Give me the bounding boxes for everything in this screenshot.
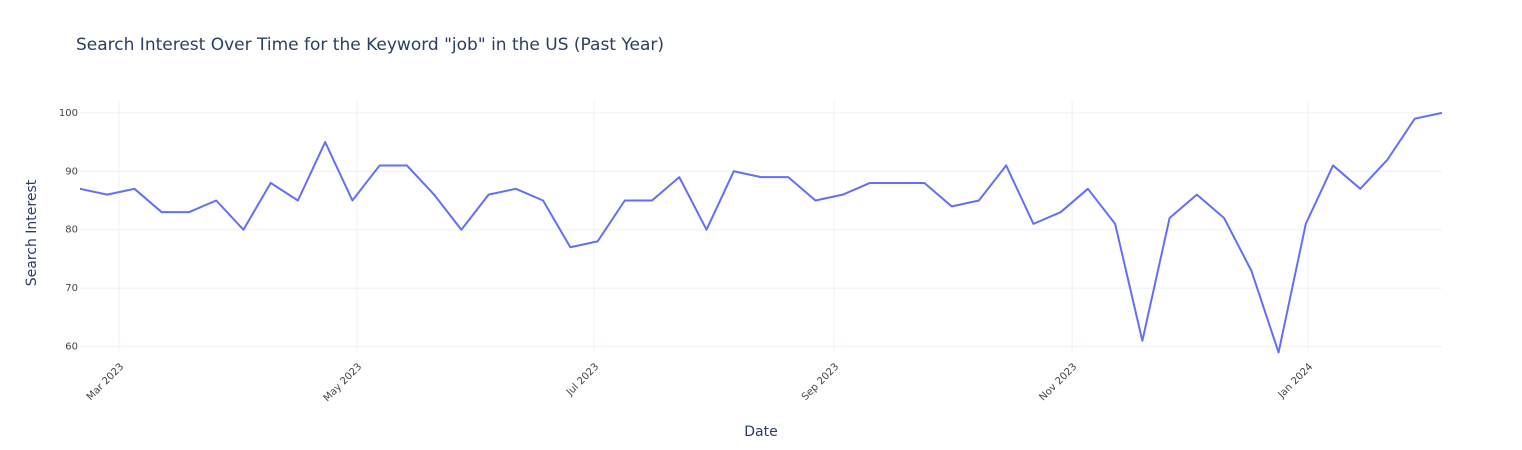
y-tick-label: 60 bbox=[65, 342, 78, 353]
x-axis-title: Date bbox=[744, 424, 777, 440]
x-tick-label: Jan 2024 bbox=[1276, 361, 1316, 401]
x-tick-label: Nov 2023 bbox=[1037, 361, 1079, 403]
x-tick-label: May 2023 bbox=[322, 361, 365, 404]
chart-title: Search Interest Over Time for the Keywor… bbox=[76, 35, 664, 55]
x-tick-label: Mar 2023 bbox=[85, 361, 126, 402]
y-tick-label: 90 bbox=[65, 166, 78, 177]
x-tick-label: Jul 2023 bbox=[564, 361, 601, 398]
y-tick-label: 100 bbox=[59, 108, 78, 119]
y-tick-label: 80 bbox=[65, 225, 78, 236]
y-tick-label: 70 bbox=[65, 283, 78, 294]
y-axis-title: Search Interest bbox=[24, 179, 40, 286]
line-series bbox=[79, 111, 1443, 354]
x-tick-label: Sep 2023 bbox=[800, 361, 841, 402]
